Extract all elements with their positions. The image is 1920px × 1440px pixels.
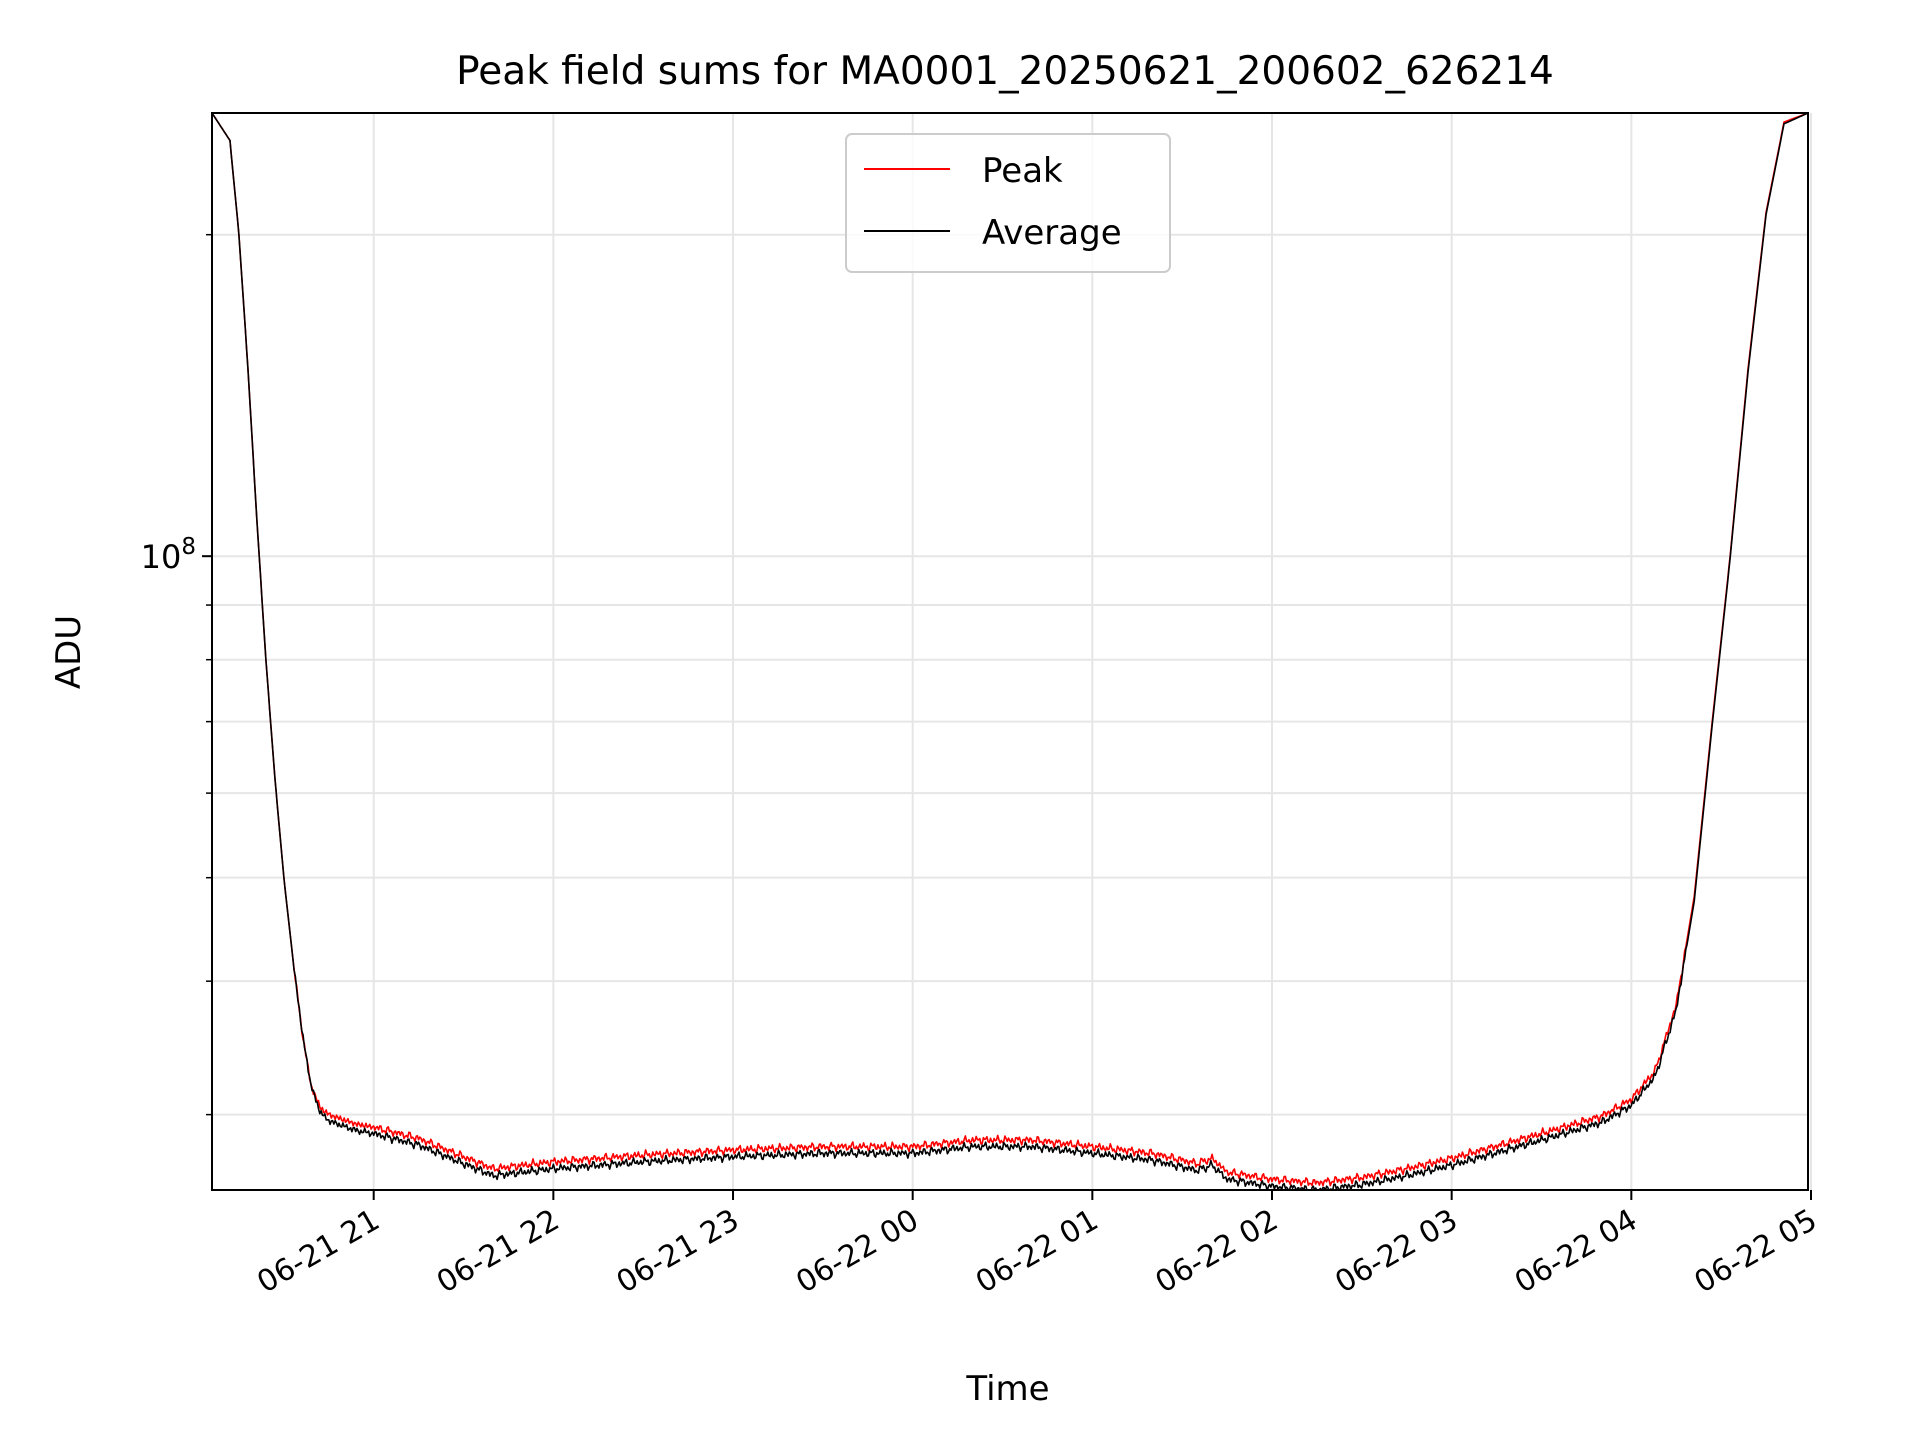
x-tick-label: 06-22 00 xyxy=(790,1203,924,1301)
x-tick-label: 06-21 23 xyxy=(611,1203,745,1301)
x-tick-label: 06-22 03 xyxy=(1329,1203,1463,1301)
plot-series xyxy=(212,113,1808,1190)
legend-label-average: Average xyxy=(982,213,1122,253)
x-axis-label: Time xyxy=(965,1369,1049,1409)
chart-title: Peak field sums for MA0001_20250621_2006… xyxy=(456,49,1554,94)
series-line-average xyxy=(212,113,1808,1190)
x-tick-label: 06-21 22 xyxy=(431,1203,565,1301)
y-axis-label: ADU xyxy=(49,615,89,689)
x-tick-label: 06-22 02 xyxy=(1150,1203,1284,1301)
plot-frame xyxy=(211,112,1809,1191)
series-line-peak xyxy=(212,113,1808,1187)
grid-lines xyxy=(212,113,1812,1190)
legend-label-peak: Peak xyxy=(982,151,1063,191)
y-tick-label: 108 xyxy=(141,534,196,576)
x-tick-label: 06-22 01 xyxy=(970,1203,1104,1301)
x-tick-label: 06-22 04 xyxy=(1509,1203,1643,1301)
legend: Peak Average xyxy=(845,133,1171,273)
y-axis: 108 xyxy=(141,233,212,1116)
x-tick-label: 06-22 05 xyxy=(1689,1203,1823,1301)
x-tick-label: 06-21 21 xyxy=(251,1203,385,1301)
x-axis: 06-21 21 06-21 22 06-21 23 06-22 00 06-22 01… xyxy=(251,1190,1823,1300)
